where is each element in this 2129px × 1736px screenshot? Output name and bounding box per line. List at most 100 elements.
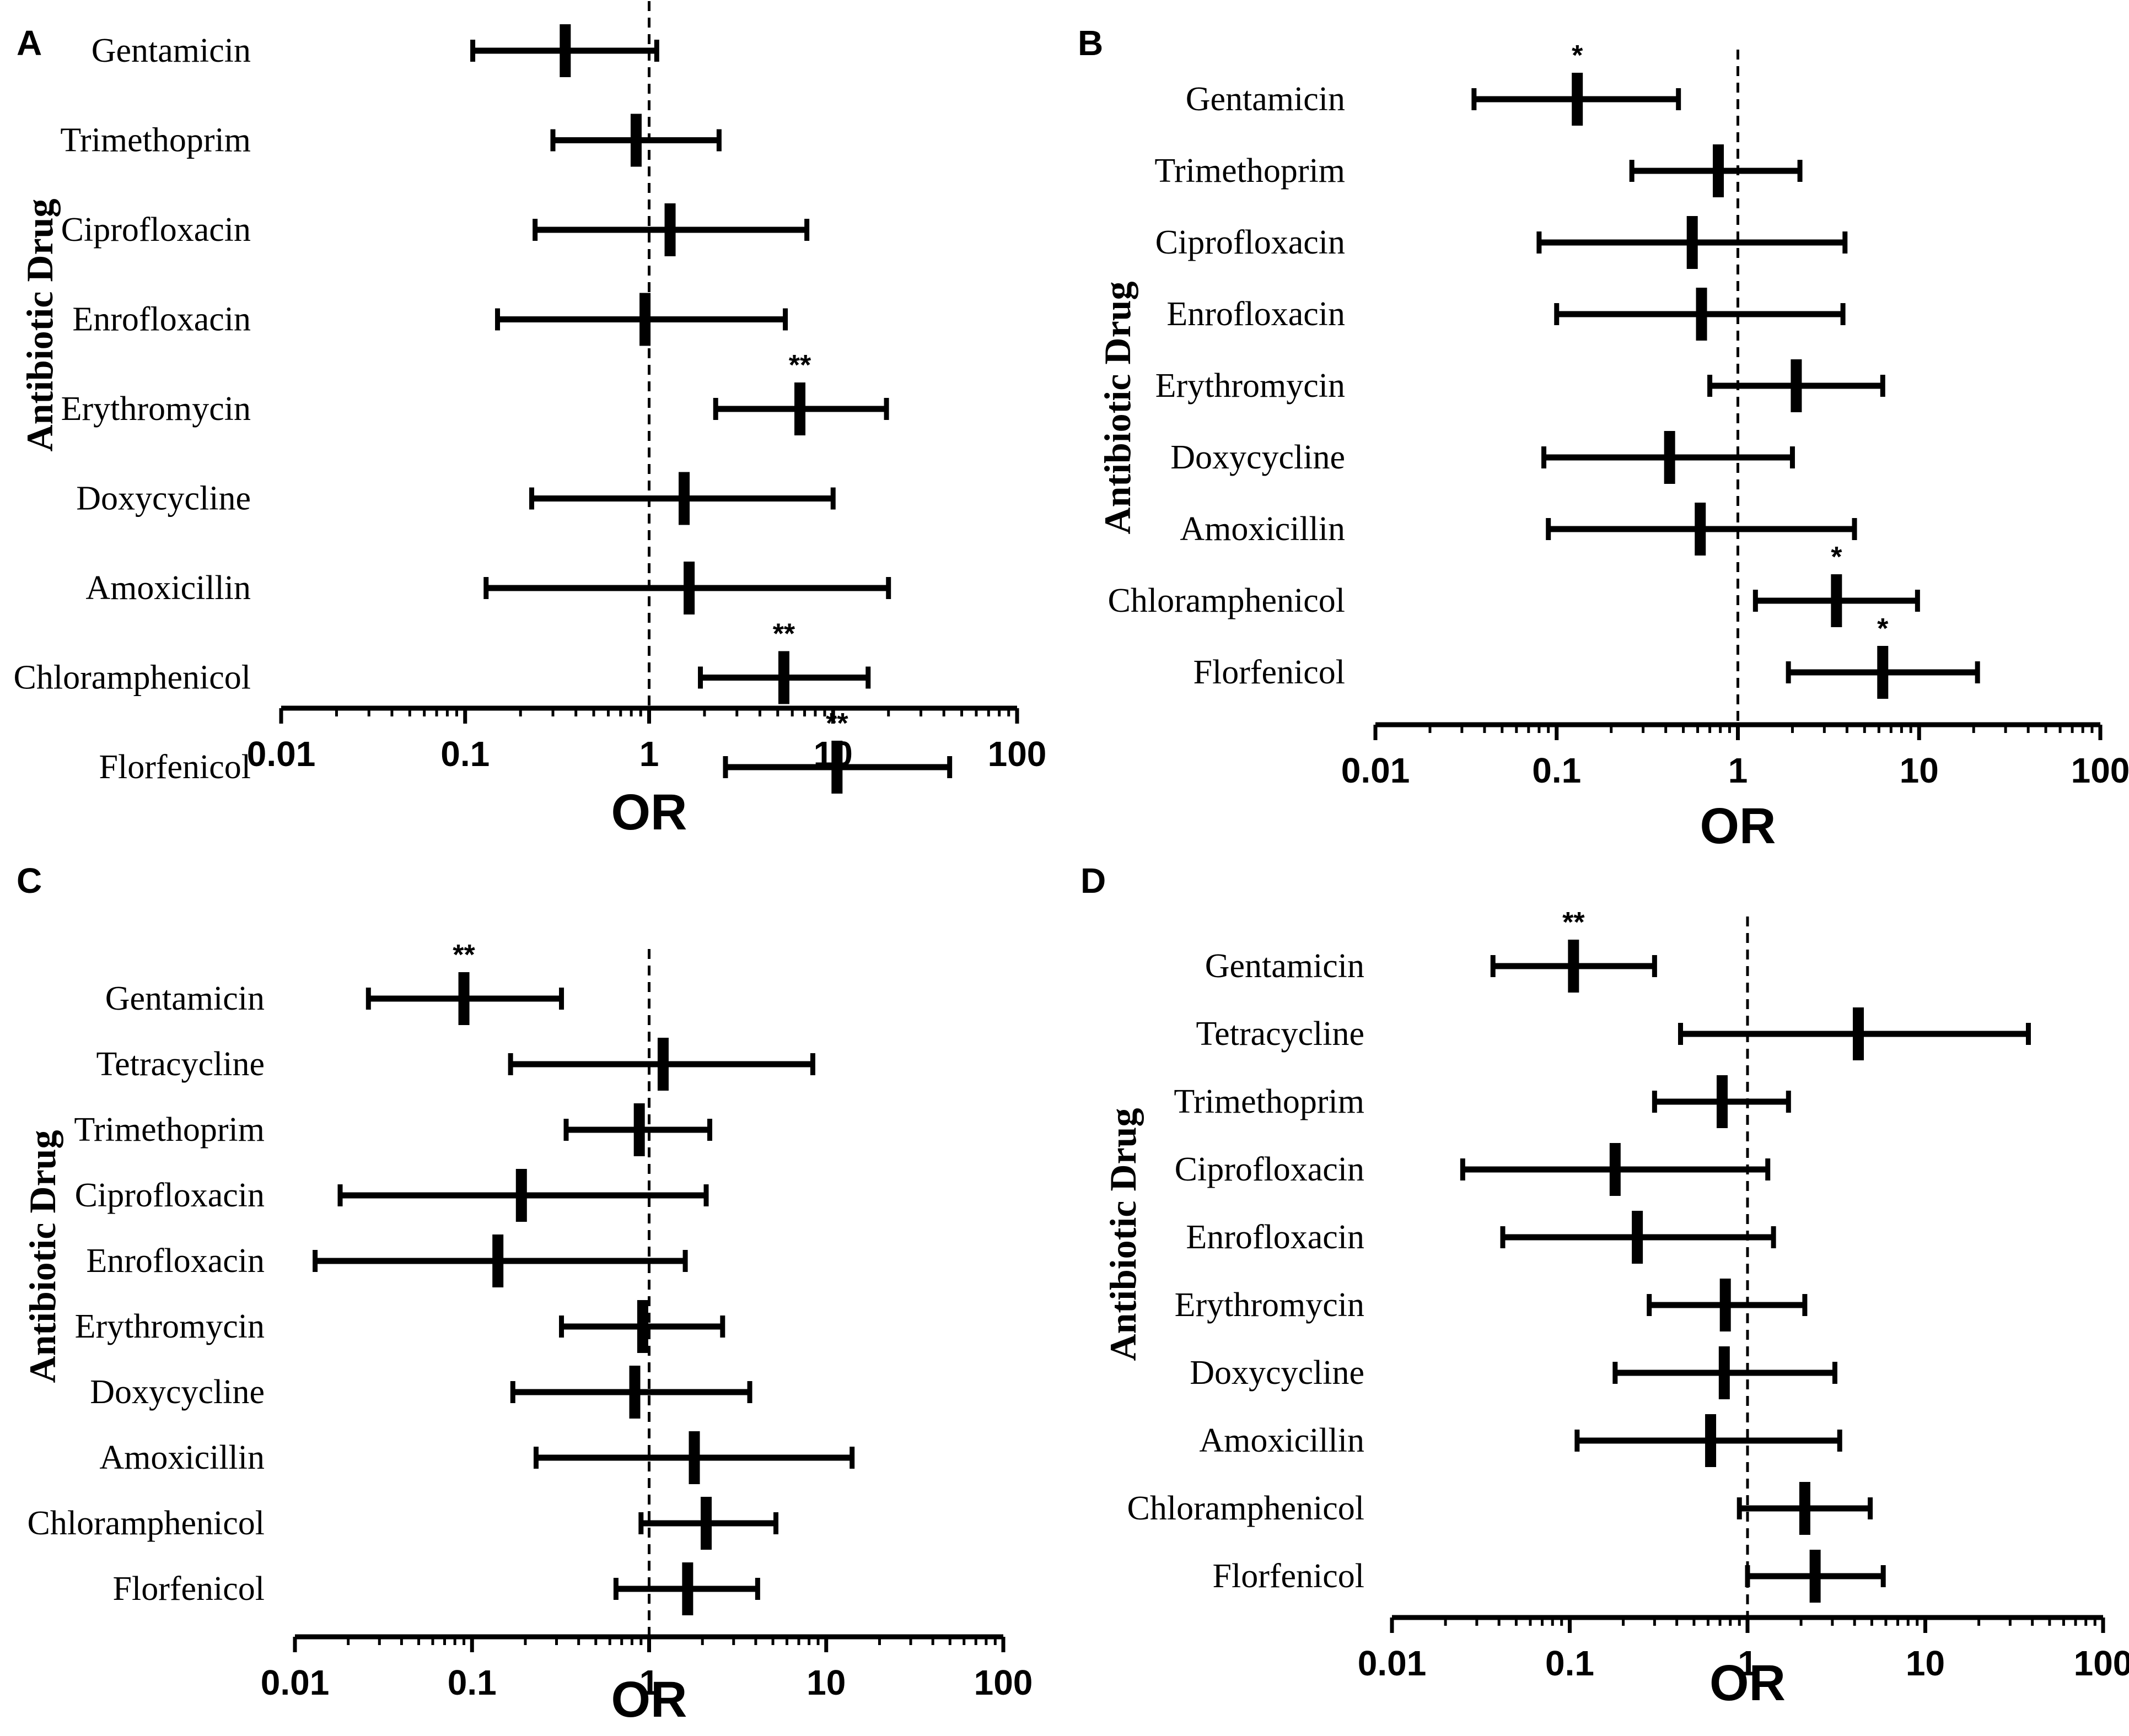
odds-ratio-point (1609, 1143, 1621, 1196)
forest-row: Erythromycin (1155, 359, 1885, 412)
forest-row: Florfenicol (1213, 1550, 1886, 1603)
drug-label: Erythromycin (1175, 1286, 1364, 1324)
panel-B: B Antibiotic Drug 0.01 0.1 1 10 100 OR Gentamici… (1078, 23, 2129, 854)
y-axis-label: Antibiotic Drug (1096, 282, 1138, 535)
drug-label: Florfenicol (1213, 1557, 1365, 1595)
forest-row: Enrofloxacin (86, 1234, 688, 1287)
y-axis-label: Antibiotic Drug (19, 199, 61, 452)
x-tick-label: 100 (988, 734, 1047, 774)
drug-label: Amoxicillin (1199, 1422, 1364, 1459)
odds-ratio-point (1695, 503, 1706, 556)
drug-label: Ciprofloxacin (75, 1177, 265, 1214)
drug-label: Gentamicin (105, 980, 265, 1017)
odds-ratio-point (664, 203, 676, 256)
forest-row: Doxycycline (1190, 1346, 1837, 1399)
odds-ratio-point (778, 651, 789, 704)
x-axis-label: OR (1700, 798, 1776, 854)
odds-ratio-point (1696, 288, 1707, 341)
forest-row: Florfenicol (113, 1562, 760, 1615)
forest-row: Chloramphenicol * (1108, 541, 1920, 627)
x-tick-label: 0.01 (1358, 1643, 1427, 1683)
odds-ratio-point (1568, 940, 1579, 993)
forest-row: Trimethoprim (1154, 144, 1803, 197)
odds-ratio-point (1791, 359, 1802, 412)
drug-label: Amoxicillin (1180, 510, 1345, 548)
drug-label: Ciprofloxacin (61, 211, 251, 249)
odds-ratio-point (1852, 1007, 1864, 1060)
odds-ratio-point (794, 382, 806, 435)
odds-ratio-point (560, 24, 571, 77)
odds-ratio-point (637, 1300, 648, 1353)
drug-label: Florfenicol (99, 748, 251, 786)
drug-label: Erythromycin (1155, 367, 1345, 405)
x-tick-label: 0.01 (261, 1663, 330, 1702)
x-axis-label: OR (1709, 1655, 1786, 1711)
forest-row: Enrofloxacin (1166, 288, 1846, 341)
drug-label: Ciprofloxacin (1175, 1151, 1364, 1188)
drug-label: Gentamicin (1186, 80, 1345, 118)
forest-row: Ciprofloxacin (1175, 1143, 1771, 1196)
drug-label: Trimethoprim (60, 122, 251, 159)
forest-row: Ciprofloxacin (75, 1169, 709, 1222)
drug-label: Amoxicillin (99, 1439, 265, 1476)
significance-marker: * (1877, 613, 1889, 645)
odds-ratio-point (701, 1497, 712, 1550)
x-tick-label: 0.1 (448, 1663, 497, 1702)
odds-ratio-point (682, 1562, 693, 1615)
odds-ratio-point (1713, 144, 1724, 197)
odds-ratio-point (657, 1038, 669, 1091)
y-axis-label: Antibiotic Drug (1102, 1108, 1144, 1361)
significance-marker: * (1572, 40, 1583, 72)
panel-letter: C (17, 861, 42, 901)
odds-ratio-point (492, 1234, 504, 1287)
odds-ratio-point (1877, 646, 1889, 699)
panel-letter: A (17, 23, 42, 63)
forest-row: Chloramphenicol ** (14, 618, 871, 704)
panel-letter: B (1078, 23, 1103, 63)
odds-ratio-point (1831, 574, 1842, 627)
x-tick-label: 0.01 (247, 734, 316, 774)
drug-label: Tetracycline (1196, 1015, 1364, 1053)
panel-letter: D (1080, 861, 1106, 901)
significance-marker: ** (1562, 907, 1585, 939)
forest-row: Florfenicol ** (99, 708, 953, 794)
x-axis-label: OR (611, 784, 687, 840)
x-tick-label: 1 (639, 1663, 659, 1702)
drug-label: Tetracycline (96, 1045, 265, 1083)
forest-row: Amoxicillin (85, 562, 891, 614)
odds-ratio-point (633, 1103, 645, 1156)
drug-label: Florfenicol (113, 1570, 265, 1608)
drug-label: Doxycycline (76, 480, 251, 517)
drug-label: Ciprofloxacin (1155, 224, 1345, 261)
forest-row: Tetracycline (96, 1038, 815, 1091)
forest-row: Ciprofloxacin (61, 203, 810, 256)
drug-label: Enrofloxacin (1166, 295, 1345, 333)
drug-label: Trimethoprim (1154, 152, 1345, 190)
drug-label: Chloramphenicol (14, 659, 251, 697)
forest-row: Doxycycline (90, 1366, 752, 1419)
x-tick-label: 0.1 (1545, 1643, 1594, 1683)
odds-ratio-point (831, 741, 843, 794)
significance-marker: ** (789, 349, 811, 381)
forest-row: Gentamicin * (1186, 40, 1681, 126)
x-tick-label: 10 (1900, 751, 1939, 790)
drug-label: Chloramphenicol (28, 1505, 265, 1542)
odds-ratio-point (1799, 1482, 1810, 1535)
x-tick-label: 10 (1906, 1643, 1945, 1683)
forest-row: Chloramphenicol (1127, 1482, 1873, 1535)
drug-label: Enrofloxacin (72, 301, 251, 338)
drug-label: Trimethoprim (1174, 1083, 1364, 1120)
panel-C: C Antibiotic Drug 0.01 0.1 1 10 100 OR Gentamici… (17, 861, 1033, 1728)
significance-marker: ** (773, 618, 795, 650)
forest-row: Trimethoprim (60, 114, 722, 167)
forest-row: Erythromycin ** (61, 349, 889, 435)
x-axis-label: OR (611, 1672, 687, 1728)
x-tick-label: 100 (2071, 751, 2129, 790)
forest-row: Enrofloxacin (1186, 1211, 1776, 1264)
forest-row: Trimethoprim (74, 1103, 713, 1156)
odds-ratio-point (1705, 1414, 1717, 1467)
odds-ratio-point (1809, 1550, 1821, 1603)
odds-ratio-point (629, 1366, 641, 1419)
